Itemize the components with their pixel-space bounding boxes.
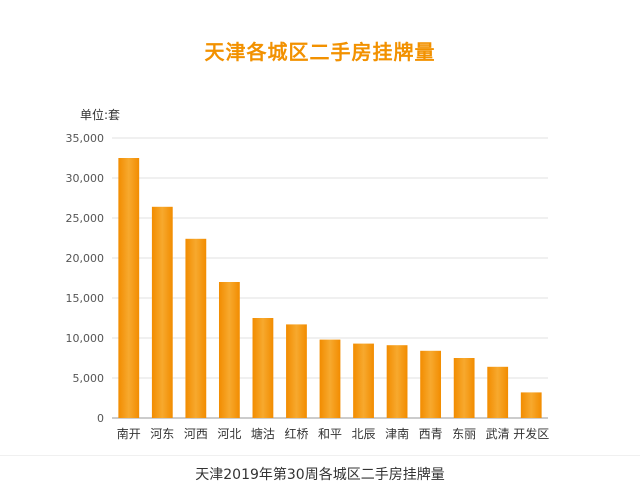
y-tick-label: 35,000: [66, 132, 105, 145]
x-axis-ticks: 南开 河东 河西 河北 塘沽 红桥 和平 北辰 津南 西青 东丽 武清 开发区: [117, 426, 549, 441]
y-tick-label: 25,000: [66, 212, 105, 225]
y-tick-label: 5,000: [73, 372, 105, 385]
y-tick-label: 10,000: [66, 332, 105, 345]
chart-caption: 天津2019年第30周各城区二手房挂牌量: [195, 467, 445, 483]
x-tick-label: 北辰: [352, 427, 376, 441]
bar: [185, 238, 207, 418]
x-tick-label: 河北: [217, 427, 241, 441]
bar: [520, 392, 542, 418]
x-tick-label: 津南: [385, 426, 409, 441]
y-tick-label: 0: [97, 412, 104, 425]
x-tick-label: 塘沽: [251, 426, 275, 441]
bar: [420, 350, 442, 418]
caption-divider: [0, 455, 640, 456]
x-tick-label: 和平: [318, 427, 342, 441]
x-tick-label: 武清: [486, 427, 510, 441]
x-tick-label: 开发区: [513, 426, 549, 441]
bar: [453, 358, 475, 418]
bar: [386, 345, 408, 418]
y-tick-label: 20,000: [66, 252, 105, 265]
y-tick-label: 15,000: [66, 292, 105, 305]
bar: [319, 339, 341, 418]
x-tick-label: 河东: [150, 427, 174, 441]
x-tick-label: 西青: [419, 427, 443, 441]
bar: [118, 158, 140, 418]
x-tick-label: 东丽: [452, 427, 476, 441]
bar: [151, 206, 173, 418]
chart-title: 天津各城区二手房挂牌量: [204, 40, 436, 64]
bar: [487, 366, 509, 418]
x-tick-label: 河西: [184, 427, 208, 441]
bar: [353, 343, 374, 418]
x-tick-label: 红桥: [284, 426, 308, 441]
bar: [252, 318, 274, 418]
y-axis-ticks: 0 5,000 10,000 15,000 20,000 25,000 30,000 35,0…: [66, 132, 105, 425]
x-tick-label: 南开: [117, 426, 141, 441]
bar: [218, 282, 240, 418]
y-tick-label: 30,000: [66, 172, 105, 185]
bars: [118, 158, 542, 418]
bar: [286, 324, 307, 418]
y-axis-unit-label: 单位:套: [80, 108, 121, 122]
